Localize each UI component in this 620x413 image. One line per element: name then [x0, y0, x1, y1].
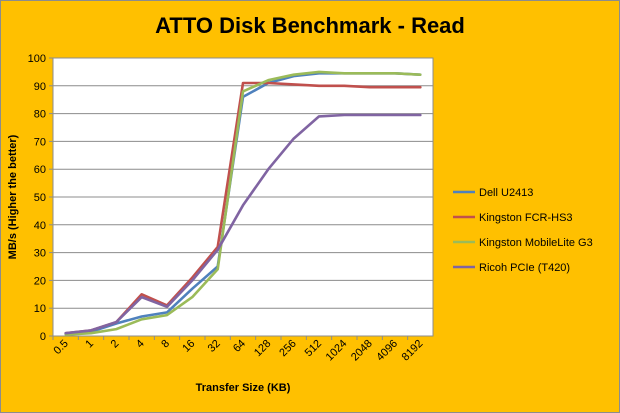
series-lines [64, 70, 422, 336]
y-tick-label: 70 [34, 136, 46, 148]
x-tick-labels: 0.5 1 2 4 8 16 32 64 128 256 512 1024 2048 4096 8192 [51, 338, 425, 364]
y-tick-label: 10 [34, 303, 46, 315]
x-tick-label: 0.5 [51, 338, 70, 357]
x-tick-label: 256 [277, 338, 298, 359]
x-tick-label: 512 [303, 338, 324, 359]
legend-entry: Ricoh PCIe (T420) [479, 262, 570, 274]
y-tick-label: 20 [34, 275, 46, 287]
y-tick-label: 30 [34, 248, 46, 260]
legend-entry: Dell U2413 [479, 187, 533, 199]
chart-title: ATTO Disk Benchmark - Read [155, 13, 465, 38]
series-line-4 [64, 113, 422, 335]
x-tick-label: 16 [180, 338, 197, 355]
y-tick-label: 50 [34, 192, 46, 204]
legend-entry: Kingston FCR-HS3 [479, 212, 573, 224]
series-line-3 [64, 70, 422, 336]
x-tick-label: 8 [159, 338, 172, 351]
y-tick-label: 80 [34, 109, 46, 121]
x-tick-label: 8192 [400, 338, 426, 364]
x-tick-label: 1024 [324, 338, 350, 364]
y-tick-label: 90 [34, 81, 46, 93]
x-tick-label: 2 [109, 338, 122, 351]
x-tick-label: 4096 [374, 338, 400, 364]
x-tick-label: 128 [252, 338, 273, 359]
x-axis-title: Transfer Size (KB) [196, 382, 291, 394]
y-tick-label: 60 [34, 164, 46, 176]
y-tick-label: 40 [34, 220, 46, 232]
y-tick-labels: 0 10 20 30 40 50 60 70 80 90 100 [28, 53, 46, 343]
y-tick-label: 100 [28, 53, 46, 65]
x-tick-label: 1 [83, 338, 96, 351]
y-axis-title: MB/s (Higher the better) [7, 134, 19, 259]
x-tick-label: 2048 [349, 338, 375, 364]
legend-entry: Kingston MobileLite G3 [479, 237, 593, 249]
y-tick-label: 0 [40, 331, 46, 343]
x-tick-label: 32 [206, 338, 223, 355]
x-tick-label: 64 [231, 338, 248, 355]
legend: Dell U2413 Kingston FCR-HS3 Kingston Mobil… [453, 187, 593, 274]
x-tick-label: 4 [134, 338, 147, 351]
